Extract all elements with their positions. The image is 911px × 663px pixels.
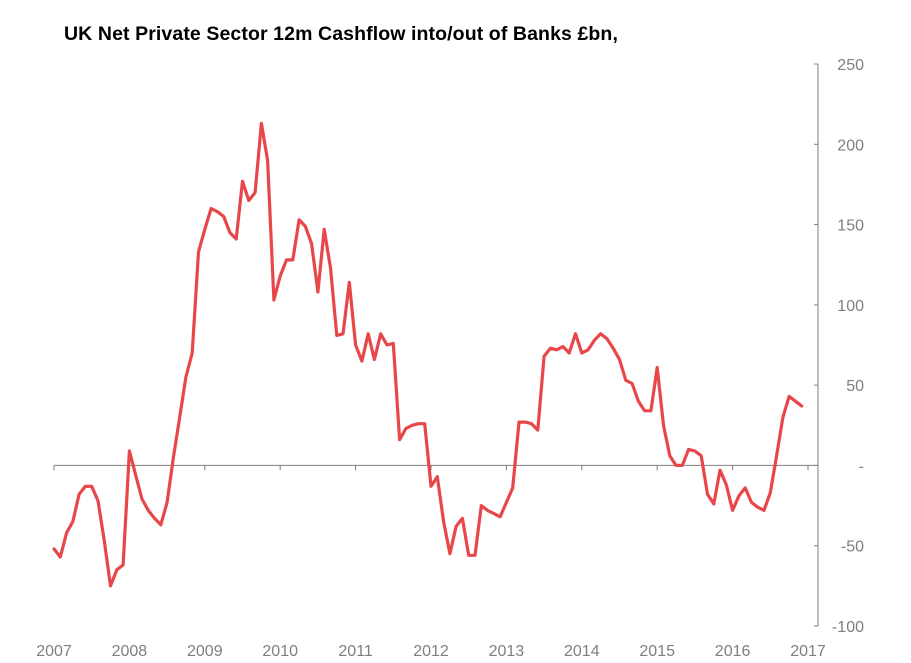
x-tick-label: 2007 [36, 643, 72, 660]
x-tick-label: 2015 [639, 643, 675, 660]
y-tick-label: -100 [832, 619, 864, 636]
x-tick-label: 2013 [489, 643, 525, 660]
chart-title: UK Net Private Sector 12m Cashflow into/… [64, 23, 618, 45]
x-tick-label: 2010 [262, 643, 298, 660]
y-tick-label: 100 [837, 298, 864, 315]
series-line [52, 121, 804, 588]
x-tick-label: 2016 [715, 643, 751, 660]
y-tick-label: - [859, 458, 864, 475]
x-tick-label: 2008 [112, 643, 148, 660]
x-tick-label: 2017 [790, 643, 826, 660]
x-tick-label: 2009 [187, 643, 223, 660]
y-tick-label: 150 [837, 218, 864, 235]
y-tick-label: 50 [846, 378, 864, 395]
y-tick-label: 250 [837, 57, 864, 74]
x-axis-ticks: 2007 2008 2009 2010 2011 2012 2013 2014 2015 2016… [36, 465, 826, 660]
x-tick-label: 2012 [413, 643, 449, 660]
plot-area [52, 121, 804, 588]
x-tick-label: 2014 [564, 643, 600, 660]
y-tick-label: -50 [841, 539, 864, 556]
axes [54, 64, 819, 626]
y-tick-label: 200 [837, 137, 864, 154]
x-tick-label: 2011 [338, 643, 373, 660]
